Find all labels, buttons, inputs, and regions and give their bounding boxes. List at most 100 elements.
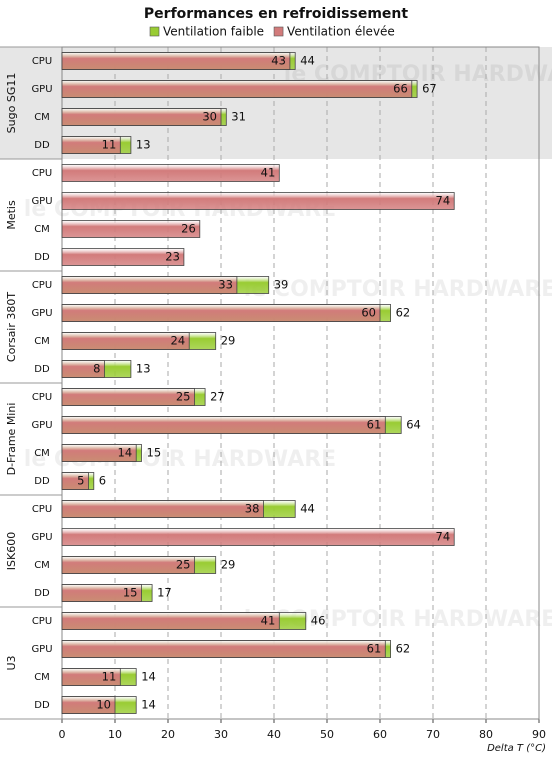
bar — [61, 136, 121, 154]
value-label: 27 — [210, 390, 225, 404]
bar — [61, 52, 291, 70]
category-label: DD — [34, 252, 50, 263]
bar — [61, 696, 116, 714]
bar — [61, 164, 280, 182]
bar — [61, 388, 195, 406]
group-label: D-Frame Mini — [5, 403, 18, 476]
x-tick-label: 70 — [426, 728, 440, 741]
legend-label: Ventilation élevée — [287, 25, 395, 39]
category-label: CPU — [32, 56, 52, 67]
category-label: GPU — [31, 196, 52, 207]
value-label: 26 — [181, 222, 196, 236]
bar — [61, 612, 280, 630]
bar — [61, 528, 455, 546]
value-label: 25 — [176, 390, 191, 404]
bar — [61, 584, 142, 602]
category-label: CM — [34, 112, 50, 123]
value-label: 13 — [136, 138, 151, 152]
x-tick-label: 60 — [373, 728, 387, 741]
category-label: CPU — [32, 616, 52, 627]
value-label: 60 — [361, 306, 376, 320]
bar — [61, 220, 201, 238]
bar — [61, 500, 264, 518]
bar — [61, 668, 121, 686]
x-tick-label: 40 — [267, 728, 281, 741]
value-label: 74 — [436, 530, 451, 544]
category-label: GPU — [31, 420, 52, 431]
value-label: 23 — [165, 250, 180, 264]
value-label: 39 — [274, 278, 289, 292]
value-label: 24 — [171, 334, 186, 348]
category-label: CPU — [32, 392, 52, 403]
category-label: DD — [34, 476, 50, 487]
bar — [61, 80, 413, 98]
value-label: 8 — [93, 362, 100, 376]
value-label: 41 — [261, 166, 276, 180]
bar — [61, 444, 137, 462]
value-label: 33 — [218, 278, 233, 292]
category-label: CM — [34, 224, 50, 235]
legend-swatch — [149, 26, 160, 37]
bar — [61, 276, 238, 294]
x-tick-label: 30 — [214, 728, 228, 741]
legend-swatch — [273, 26, 284, 37]
x-tick-label: 90 — [532, 728, 546, 741]
category-label: CPU — [32, 280, 52, 291]
value-label: 29 — [221, 334, 236, 348]
category-label: GPU — [31, 532, 52, 543]
value-label: 61 — [367, 418, 382, 432]
category-label: CPU — [32, 168, 52, 179]
x-tick-label: 80 — [479, 728, 493, 741]
value-label: 62 — [396, 642, 411, 656]
category-label: DD — [34, 364, 50, 375]
value-label: 11 — [102, 138, 117, 152]
value-label: 44 — [300, 54, 315, 68]
legend-label: Ventilation faible — [163, 25, 264, 39]
value-label: 11 — [102, 670, 117, 684]
value-label: 74 — [436, 194, 451, 208]
x-tick-label: 0 — [59, 728, 66, 741]
bar — [61, 248, 185, 266]
category-label: GPU — [31, 84, 52, 95]
value-label: 44 — [300, 502, 315, 516]
category-label: GPU — [31, 308, 52, 319]
value-label: 13 — [136, 362, 151, 376]
bar — [61, 556, 195, 574]
value-label: 46 — [311, 614, 326, 628]
value-label: 15 — [123, 586, 138, 600]
x-tick-label: 20 — [161, 728, 175, 741]
value-label: 29 — [221, 558, 236, 572]
category-label: DD — [34, 588, 50, 599]
category-label: CM — [34, 336, 50, 347]
value-label: 14 — [141, 698, 156, 712]
category-label: CM — [34, 448, 50, 459]
value-label: 38 — [245, 502, 260, 516]
value-label: 66 — [393, 82, 408, 96]
value-label: 25 — [176, 558, 191, 572]
watermark: le COMPTOIR HARDWARE — [244, 277, 552, 302]
value-label: 5 — [77, 474, 84, 488]
group-label: Metis — [5, 200, 18, 230]
value-label: 10 — [96, 698, 111, 712]
value-label: 6 — [99, 474, 106, 488]
category-label: GPU — [31, 644, 52, 655]
group-label: ISK600 — [5, 532, 18, 570]
chart-title: Performances en refroidissement — [144, 6, 408, 22]
value-label: 15 — [147, 446, 162, 460]
group-label: U3 — [5, 655, 18, 670]
category-label: CM — [34, 560, 50, 571]
bar — [61, 332, 190, 350]
category-label: DD — [34, 140, 50, 151]
x-tick-label: 10 — [108, 728, 122, 741]
value-label: 30 — [202, 110, 217, 124]
bar — [61, 640, 386, 658]
category-label: CPU — [32, 504, 52, 515]
value-label: 62 — [396, 306, 411, 320]
bar — [61, 472, 89, 490]
bar — [61, 108, 222, 126]
bar — [61, 416, 386, 434]
bar — [61, 360, 105, 378]
value-label: 64 — [406, 418, 421, 432]
value-label: 14 — [118, 446, 133, 460]
